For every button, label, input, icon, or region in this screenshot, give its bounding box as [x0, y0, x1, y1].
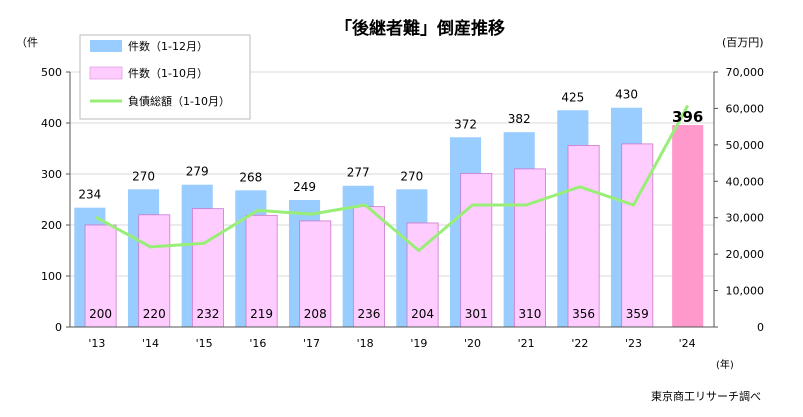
bar-jan-oct-label: 208	[304, 307, 327, 321]
x-tick-label: '21	[518, 337, 535, 350]
right-tick-label: 60,000	[726, 102, 765, 115]
debt-line-point	[363, 203, 367, 207]
data-labels: 234 200 270 220 279 232 268 219 249 208 277 236 270 2…	[78, 88, 703, 321]
debt-line-point	[95, 216, 99, 220]
bar-jan-oct	[84, 224, 117, 328]
x-tick-label: '24	[679, 337, 696, 350]
bar-jan-oct	[672, 125, 704, 327]
bar-jan-oct-label: 232	[196, 307, 219, 321]
bar-full-year-label: 268	[239, 170, 262, 184]
bar-jan-oct	[567, 145, 600, 328]
x-tick-label: '13	[88, 337, 105, 350]
bar-jan-oct-label: 200	[89, 307, 112, 321]
debt-line-point	[310, 212, 313, 216]
legend-label-full-year: 件数（1-12月）	[128, 40, 208, 53]
legend: 件数（1-12月） 件数（1-10月） 負債総額（1-10月）	[79, 34, 251, 120]
right-tick-label: 20,000	[726, 248, 765, 261]
right-tick-label: 10,000	[726, 285, 765, 298]
debt-line-path	[96, 105, 689, 252]
right-tick-label: 0	[757, 321, 764, 334]
x-tick-label: '15	[196, 337, 213, 350]
bar-jan-oct-label: 310	[518, 307, 541, 321]
right-tick-label: 50,000	[726, 139, 765, 152]
legend-swatch-full-year	[90, 40, 122, 52]
bar-jan-oct-label: 396	[672, 108, 703, 126]
debt-line-point	[471, 203, 474, 207]
bar-full-year-label: 279	[186, 165, 209, 179]
x-tick-label: '20	[464, 337, 481, 350]
bar-jan-oct-label: 219	[250, 307, 273, 321]
debt-line-point	[417, 249, 421, 252]
left-tick-label: 300	[41, 168, 62, 181]
bar-full-year-label: 277	[347, 166, 370, 180]
bars-jan-oct	[84, 125, 704, 328]
bar-full-year-label: 382	[508, 112, 531, 126]
bar-full-year-label: 425	[561, 90, 584, 104]
axes: 0 100 200 300 400 500 0 10,000 20,000 30,000 40,00…	[41, 66, 764, 350]
debt-line-point	[632, 203, 635, 207]
bar-jan-oct	[245, 214, 278, 328]
bar-jan-oct-label: 356	[572, 307, 595, 321]
debt-line-point	[256, 208, 260, 212]
x-tick-label: '22	[571, 337, 588, 350]
bar-full-year-label: 270	[400, 169, 423, 183]
x-tick-label: '14	[142, 337, 159, 350]
bar-full-year-label: 270	[132, 169, 155, 183]
bar-jan-oct	[352, 206, 385, 328]
bar-jan-oct-label: 204	[411, 307, 434, 321]
x-tick-label: '17	[303, 337, 320, 350]
bar-jan-oct	[299, 220, 332, 328]
bar-jan-oct-label: 236	[357, 307, 380, 321]
debt-line-point	[202, 241, 206, 245]
right-tick-label: 70,000	[726, 66, 765, 79]
legend-label-jan-oct: 件数（1-10月）	[128, 67, 208, 80]
x-axis-unit: (年)	[716, 358, 734, 371]
right-tick-label: 40,000	[726, 175, 765, 188]
bar-full-year-label: 249	[293, 180, 316, 194]
bar-jan-oct	[460, 173, 493, 328]
left-tick-label: 100	[41, 270, 62, 283]
debt-line-point	[685, 105, 689, 109]
debt-line-point	[149, 245, 152, 249]
left-tick-label: 200	[41, 219, 62, 232]
right-axis-unit: (百万円)	[722, 36, 764, 49]
left-tick-label: 0	[55, 321, 62, 334]
x-tick-label: '18	[357, 337, 374, 350]
debt-line-point	[578, 185, 582, 189]
bar-jan-oct-label: 301	[465, 307, 488, 321]
legend-swatch-jan-oct	[89, 66, 123, 80]
x-tick-label: '19	[410, 337, 427, 350]
debt-line-point	[524, 203, 528, 207]
x-tick-label: '16	[249, 337, 266, 350]
bar-full-year-label: 430	[615, 88, 638, 102]
debt-line	[95, 105, 689, 252]
bar-jan-oct	[621, 143, 654, 328]
legend-label-debt: 負債総額（1-10月）	[128, 94, 230, 108]
right-tick-label: 30,000	[726, 212, 765, 225]
source-note: 東京商工リサーチ調べ	[651, 389, 761, 403]
chart-title: 「後継者難」倒産推移	[335, 18, 505, 39]
bar-jan-oct-label: 359	[626, 307, 649, 321]
x-tick-label: '23	[625, 337, 642, 350]
bar-full-year-label: 372	[454, 117, 477, 131]
bar-jan-oct-label: 220	[143, 307, 166, 321]
bar-full-year-label: 234	[78, 188, 101, 202]
bar-jan-oct	[191, 208, 224, 328]
bar-jan-oct	[138, 214, 171, 328]
left-axis-unit: （件	[16, 36, 38, 49]
left-tick-label: 400	[41, 117, 62, 130]
left-tick-label: 500	[41, 66, 62, 79]
bar-jan-oct	[513, 168, 546, 328]
